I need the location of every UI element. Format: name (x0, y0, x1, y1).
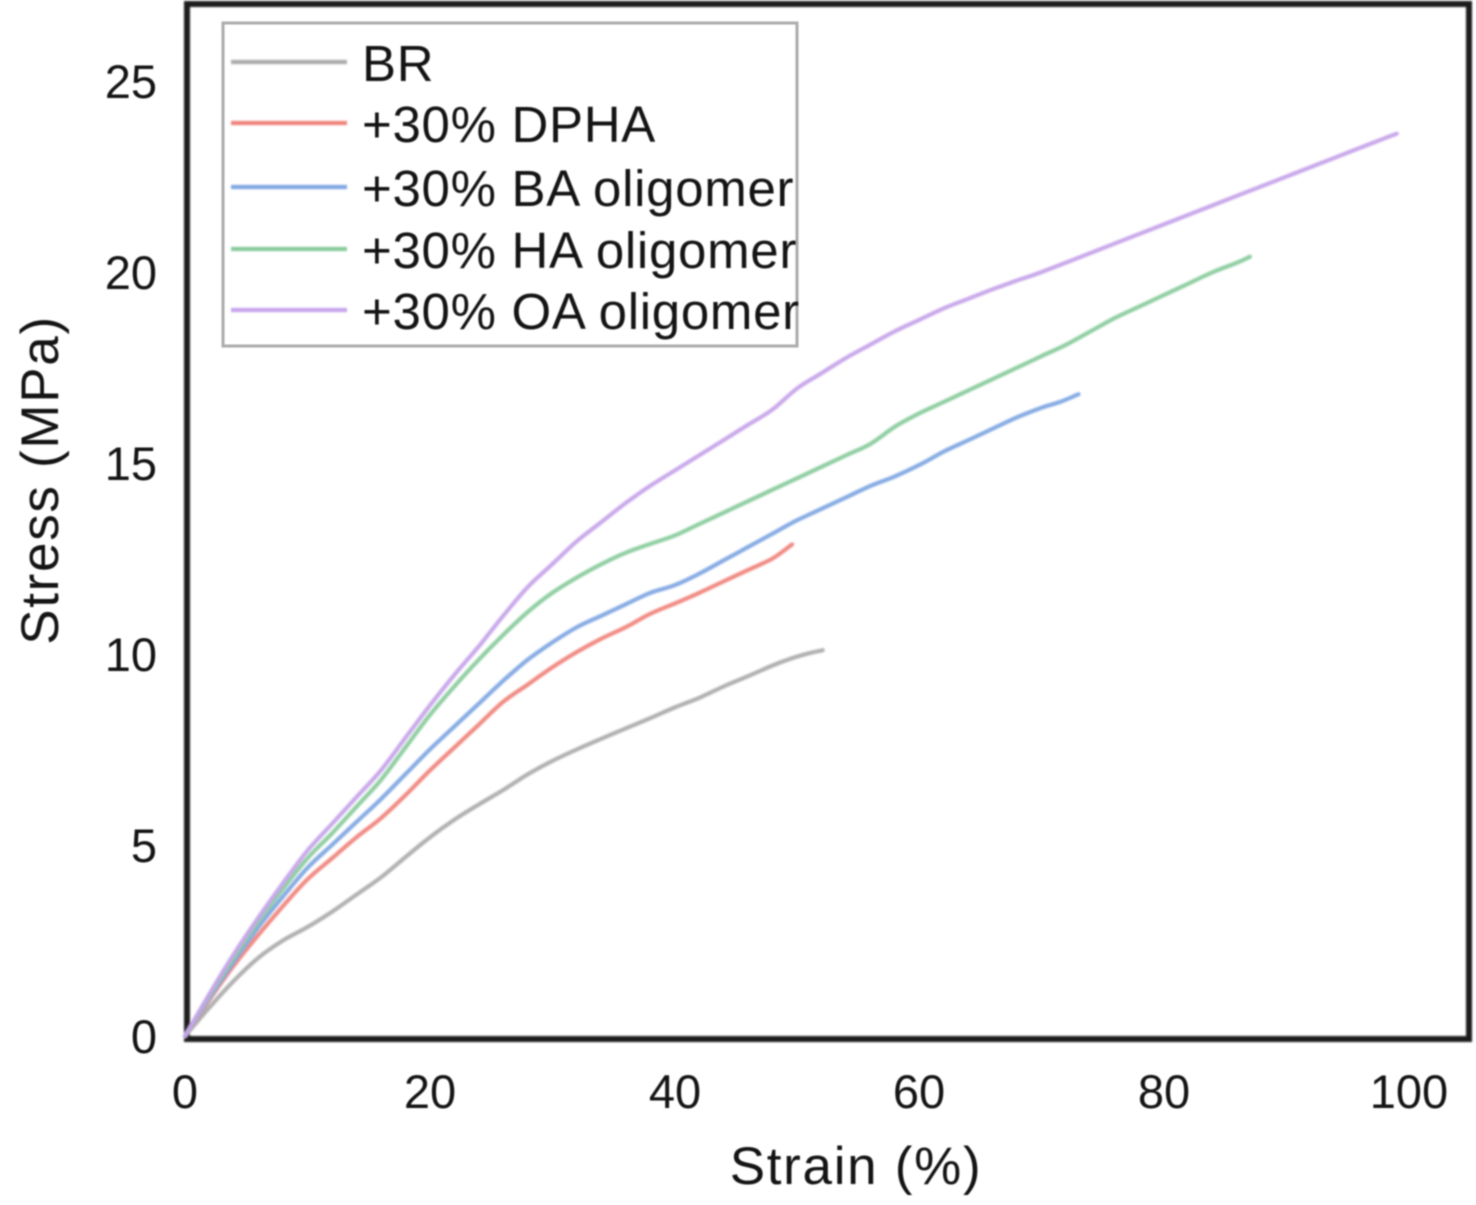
svg-text:15: 15 (105, 437, 157, 490)
svg-text:+30% HA oligomer: +30% HA oligomer (362, 222, 797, 279)
svg-text:+30% OA oligomer: +30% OA oligomer (362, 283, 800, 340)
svg-text:0: 0 (131, 1010, 157, 1063)
svg-text:BR: BR (362, 35, 434, 92)
svg-text:100: 100 (1370, 1065, 1448, 1118)
svg-text:80: 80 (1138, 1065, 1190, 1118)
svg-text:25: 25 (105, 55, 157, 108)
svg-text:40: 40 (649, 1065, 701, 1118)
svg-text:Stress (MPa): Stress (MPa) (11, 315, 70, 645)
svg-text:0: 0 (172, 1065, 198, 1118)
svg-text:10: 10 (105, 628, 157, 681)
svg-text:20: 20 (404, 1065, 456, 1118)
svg-text:60: 60 (893, 1065, 945, 1118)
svg-text:+30% BA oligomer: +30% BA oligomer (362, 160, 794, 217)
svg-text:Strain (%): Strain (%) (730, 1137, 983, 1196)
svg-text:5: 5 (131, 819, 157, 872)
svg-text:+30% DPHA: +30% DPHA (362, 96, 656, 153)
svg-text:20: 20 (105, 246, 157, 299)
